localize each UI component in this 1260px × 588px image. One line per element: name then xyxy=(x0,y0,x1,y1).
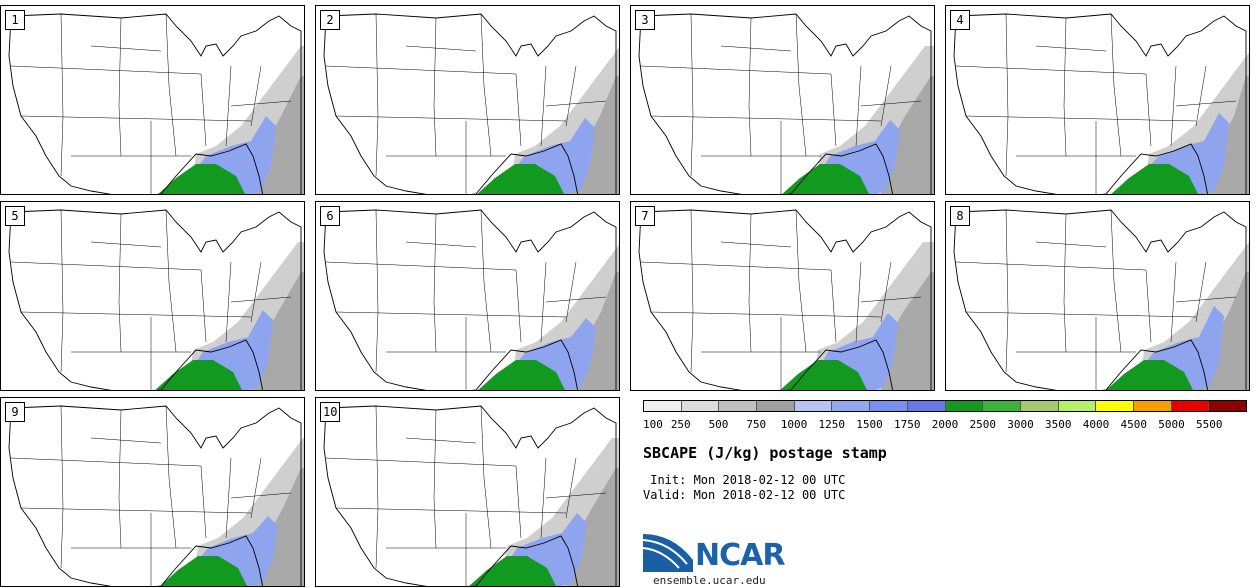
legend-tick-label: 1750 xyxy=(894,418,921,431)
legend-swatch xyxy=(794,401,833,411)
legend-tick-label: 1500 xyxy=(856,418,883,431)
member-panel-9: 9 xyxy=(0,397,305,587)
legend-tick-label: 750 xyxy=(746,418,767,431)
legend-tick-label: 2500 xyxy=(969,418,997,431)
cape-map xyxy=(8,405,304,586)
legend-swatch xyxy=(757,401,795,411)
legend-tick-label: 4000 xyxy=(1082,418,1110,431)
legend-tick-label: 3000 xyxy=(1007,418,1034,431)
member-panel-4: 4 xyxy=(945,5,1250,195)
legend-tick-label: 4500 xyxy=(1120,418,1148,431)
legend-tick-labels: 100 250 500 750 1000 1250 1500 1750 2000 2500 3000… xyxy=(643,418,1253,432)
legend-tick-label: 3500 xyxy=(1045,418,1072,431)
chart-title: SBCAPE (J/kg) postage stamp xyxy=(643,444,887,462)
panel-label: 2 xyxy=(320,10,340,30)
panel-label: 9 xyxy=(5,402,25,422)
legend-swatch xyxy=(945,401,984,411)
cape-map xyxy=(8,209,304,390)
legend-swatch xyxy=(644,401,682,411)
cape-map xyxy=(323,405,619,586)
member-panel-10: 10 xyxy=(315,397,620,587)
valid-time: Valid: Mon 2018-02-12 00 UTC xyxy=(643,488,846,502)
legend-swatch xyxy=(832,401,871,411)
legend-swatch xyxy=(1133,401,1172,411)
color-legend: 100 250 500 750 1000 1250 1500 1750 2000 2500 3000… xyxy=(643,400,1253,432)
ncar-logo-text: NCAR xyxy=(695,538,785,573)
legend-colorbar xyxy=(643,400,1247,412)
legend-tick-label: 2000 xyxy=(931,418,959,431)
cape-map xyxy=(323,13,619,194)
legend-swatch xyxy=(719,401,758,411)
cape-map xyxy=(638,209,934,390)
panel-label: 6 xyxy=(320,206,340,226)
cape-map xyxy=(323,209,619,390)
legend-swatch xyxy=(1209,401,1246,411)
legend-swatch xyxy=(1020,401,1059,411)
legend-tick-label: 250 xyxy=(670,418,691,431)
panel-label: 3 xyxy=(635,10,655,30)
legend-tick-label: 500 xyxy=(708,418,729,431)
legend-swatch xyxy=(1058,401,1097,411)
cape-map xyxy=(953,13,1249,194)
legend-swatch xyxy=(907,401,946,411)
member-panel-2: 2 xyxy=(315,5,620,195)
legend-swatch xyxy=(681,401,720,411)
ncar-url: ensemble.ucar.edu xyxy=(653,574,766,587)
member-panel-8: 8 xyxy=(945,201,1250,391)
init-time: Init: Mon 2018-02-12 00 UTC xyxy=(643,473,846,487)
cape-map xyxy=(8,13,304,194)
panel-label: 8 xyxy=(950,206,970,226)
panel-label: 5 xyxy=(5,206,25,226)
member-panel-6: 6 xyxy=(315,201,620,391)
cape-map xyxy=(953,209,1249,390)
panel-label: 1 xyxy=(5,10,25,30)
member-panel-1: 1 xyxy=(0,5,305,195)
panel-label: 7 xyxy=(635,206,655,226)
legend-swatch xyxy=(983,401,1021,411)
legend-swatch xyxy=(1096,401,1134,411)
panel-label: 10 xyxy=(320,402,341,422)
legend-swatch xyxy=(1171,401,1210,411)
member-panel-3: 3 xyxy=(630,5,935,195)
member-panel-7: 7 xyxy=(630,201,935,391)
ncar-logo-icon xyxy=(643,534,693,572)
legend-tick-label: 1250 xyxy=(818,418,846,431)
legend-tick-label: 5500 xyxy=(1196,418,1223,431)
legend-swatch xyxy=(870,401,908,411)
panel-label: 4 xyxy=(950,10,970,30)
legend-tick-label: 1000 xyxy=(780,418,808,431)
member-panel-5: 5 xyxy=(0,201,305,391)
cape-map xyxy=(638,13,934,194)
legend-tick-label: 5000 xyxy=(1158,418,1185,431)
legend-tick-label: 100 xyxy=(643,418,663,431)
